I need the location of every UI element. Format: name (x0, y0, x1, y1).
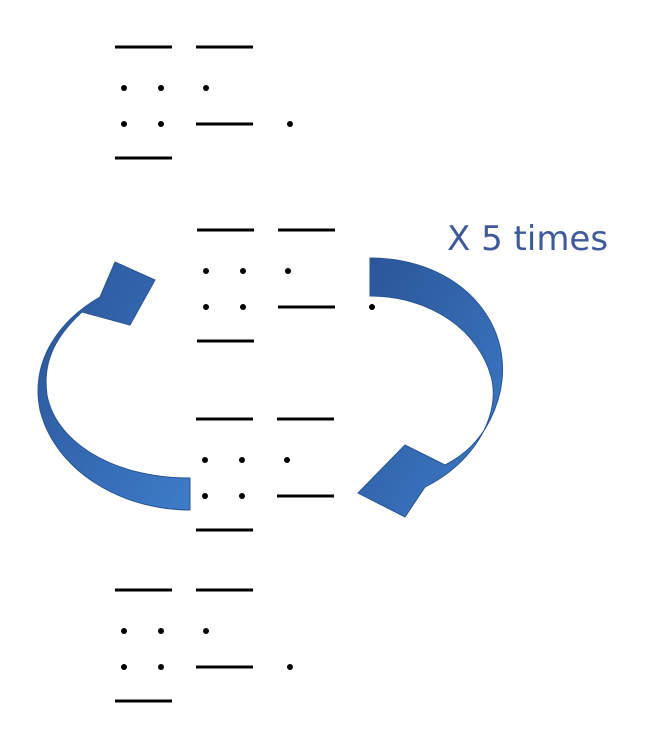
annotation: X 5 times (447, 219, 608, 259)
symbol-group (194, 417, 376, 532)
loop-arrow (357, 257, 504, 518)
symbol-group (113, 45, 295, 160)
symbol-group (113, 588, 295, 703)
loop-arrow (37, 261, 191, 511)
symbol-group (195, 228, 377, 343)
